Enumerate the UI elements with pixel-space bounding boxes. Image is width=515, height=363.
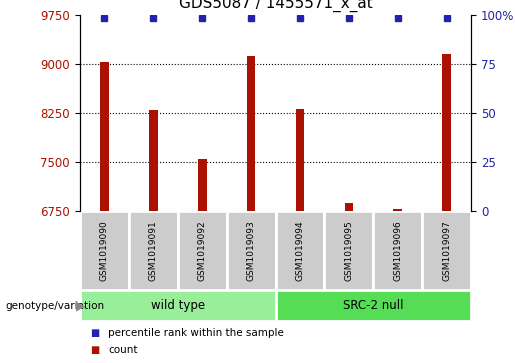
Bar [198,159,207,211]
Text: GSM1019094: GSM1019094 [296,220,304,281]
Title: GDS5087 / 1455571_x_at: GDS5087 / 1455571_x_at [179,0,372,12]
Bar [227,211,276,290]
Text: SRC-2 null: SRC-2 null [343,299,404,312]
Bar [178,211,227,290]
Bar [422,211,471,290]
Text: ▶: ▶ [76,299,86,312]
Text: genotype/variation: genotype/variation [5,301,104,311]
Bar [80,211,129,290]
Text: percentile rank within the sample: percentile rank within the sample [108,328,284,338]
Bar [276,211,324,290]
Bar [276,290,471,321]
Text: GSM1019092: GSM1019092 [198,220,207,281]
Bar [345,203,353,211]
Text: GSM1019093: GSM1019093 [247,220,255,281]
Text: wild type: wild type [150,299,205,312]
Bar [393,209,402,211]
Bar [324,211,373,290]
Text: ■: ■ [90,346,99,355]
Text: count: count [108,346,138,355]
Text: GSM1019097: GSM1019097 [442,220,451,281]
Bar [247,56,255,211]
Bar [149,110,158,211]
Bar [373,211,422,290]
Text: GSM1019091: GSM1019091 [149,220,158,281]
Text: GSM1019095: GSM1019095 [345,220,353,281]
Text: ■: ■ [90,328,99,338]
Text: GSM1019090: GSM1019090 [100,220,109,281]
Bar [296,109,304,211]
Bar [100,62,109,211]
Bar [80,290,276,321]
Text: GSM1019096: GSM1019096 [393,220,402,281]
Bar [442,54,451,211]
Bar [129,211,178,290]
